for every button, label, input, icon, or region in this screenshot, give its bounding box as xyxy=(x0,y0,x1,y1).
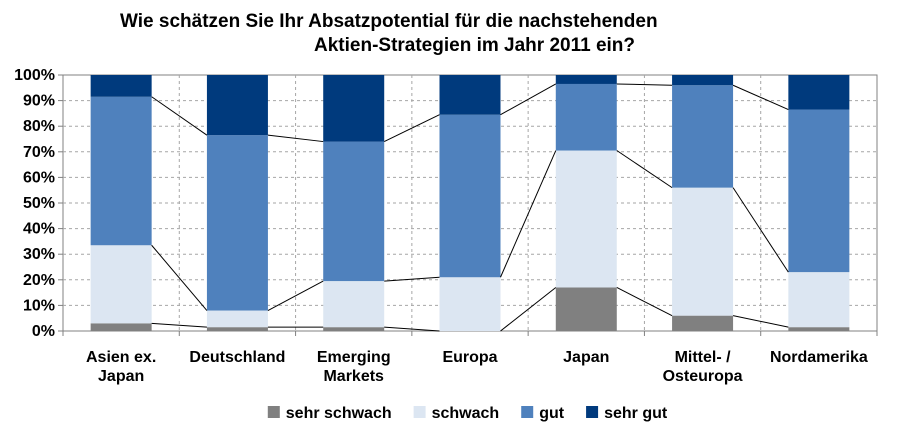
chart-title-line-1: Wie schätzen Sie Ihr Absatzpotential für… xyxy=(120,11,658,32)
y-tick-label: 90% xyxy=(23,93,55,110)
bar-segment xyxy=(439,277,501,331)
series-connector-line xyxy=(732,84,789,111)
axis-layer: 0% 10% 20% 30% 40% 50% 60% 70% 80% 90% 100% Asien e… xyxy=(14,67,878,385)
x-tick-label-line: Japan xyxy=(98,368,144,385)
series-connector-line xyxy=(384,326,440,332)
connector-layer xyxy=(151,83,789,332)
x-tick-label-line: Deutschland xyxy=(189,349,285,366)
x-tick-label: Mittel- / Osteuropa xyxy=(663,349,743,385)
bar-segment xyxy=(788,272,850,328)
series-connector-line xyxy=(500,83,557,116)
series-connector-line xyxy=(267,280,324,311)
x-tick-label: Emerging Markets xyxy=(317,349,391,385)
bar-segment xyxy=(206,327,268,331)
series-connector-line xyxy=(732,315,789,328)
legend-swatch xyxy=(413,406,426,418)
bars-layer xyxy=(90,75,850,331)
series-connector-line xyxy=(383,114,440,143)
x-tick-label: Japan xyxy=(563,349,609,366)
bar-segment xyxy=(323,281,385,328)
bar-segment xyxy=(788,327,850,331)
series-connector-line xyxy=(500,150,557,278)
x-tick-label-line: Mittel- / xyxy=(675,349,732,366)
x-tick-label-line: Osteuropa xyxy=(663,368,743,385)
bar-segment xyxy=(90,323,152,331)
x-tick-label-line: Nordamerika xyxy=(770,349,868,366)
bar-segment xyxy=(672,315,734,331)
bar-segment xyxy=(555,83,617,151)
bar-segment xyxy=(206,135,268,311)
bar-segment xyxy=(672,75,734,86)
y-tick-label: 60% xyxy=(23,169,55,186)
bar-segment xyxy=(555,287,617,331)
legend-swatch xyxy=(267,406,280,418)
series-connector-line xyxy=(616,287,673,317)
y-tick-label: 80% xyxy=(23,118,55,135)
series-connector-line xyxy=(500,287,557,332)
x-tick-label: Nordamerika xyxy=(770,349,868,366)
series-connector-line xyxy=(732,187,789,273)
series-connector-line xyxy=(616,83,673,86)
y-tick-label: 30% xyxy=(23,246,55,263)
series-connector-line xyxy=(384,276,440,282)
bar-segment xyxy=(323,327,385,331)
bar-segment xyxy=(90,75,152,97)
y-tick-label: 40% xyxy=(23,221,55,238)
x-tick-label-line: Europa xyxy=(442,349,497,366)
bar-segment xyxy=(555,150,617,288)
y-tick-label: 10% xyxy=(23,297,55,314)
bar-segment xyxy=(788,109,850,273)
legend-label: sehr gut xyxy=(604,405,668,422)
bar-segment xyxy=(439,114,501,278)
x-tick-label-line: Emerging xyxy=(317,349,391,366)
bar-segment xyxy=(206,310,268,328)
bar-segment xyxy=(555,75,617,84)
series-connector-line xyxy=(151,96,208,136)
legend-layer: sehr schwach schwach gut sehr gut xyxy=(267,405,668,422)
x-tick-label: Deutschland xyxy=(189,349,285,366)
y-tick-label: 0% xyxy=(32,323,55,340)
series-connector-line xyxy=(151,322,207,328)
y-tick-label: 50% xyxy=(23,195,55,212)
y-tick-label: 100% xyxy=(14,67,55,84)
x-tick-label: Asien ex. Japan xyxy=(86,349,156,385)
bar-segment xyxy=(323,75,385,142)
bar-segment xyxy=(788,75,850,110)
legend-label: sehr schwach xyxy=(286,405,392,422)
y-tick-label: 70% xyxy=(23,144,55,161)
series-connector-line xyxy=(616,150,673,189)
x-tick-label-line: Japan xyxy=(563,349,609,366)
bar-segment xyxy=(672,187,734,316)
x-tick-label-line: Markets xyxy=(323,368,384,385)
chart-title-line-2: Aktien-Strategien im Jahr 2011 ein? xyxy=(314,35,636,56)
bar-segment xyxy=(90,96,152,246)
y-tick-label: 20% xyxy=(23,272,55,289)
x-tick-label-line: Asien ex. xyxy=(86,349,156,366)
series-connector-line xyxy=(267,134,324,143)
bar-segment xyxy=(323,141,385,282)
legend-swatch xyxy=(586,406,599,418)
x-tick-label: Europa xyxy=(442,349,497,366)
legend-label: schwach xyxy=(432,405,500,422)
bar-segment xyxy=(90,245,152,324)
legend-swatch xyxy=(521,406,534,418)
legend-label: gut xyxy=(539,405,565,422)
bar-segment xyxy=(439,75,501,115)
bar-segment xyxy=(206,75,268,136)
bar-segment xyxy=(672,85,734,188)
series-connector-line xyxy=(151,244,208,311)
